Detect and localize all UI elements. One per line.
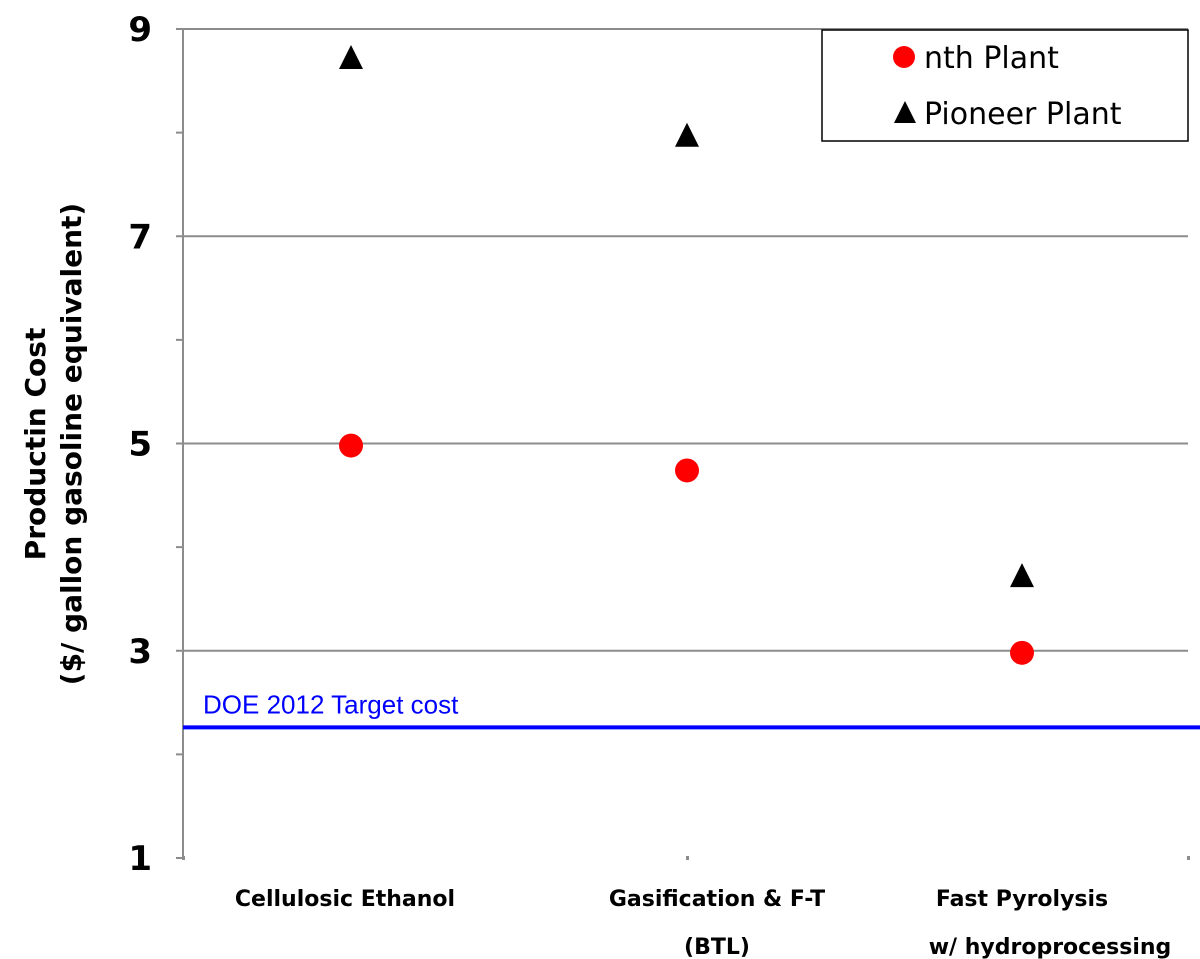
- data-markers: [339, 45, 1034, 665]
- x-category-label: Fast Pyrolysis: [936, 887, 1108, 912]
- reference-line-label: DOE 2012 Target cost: [203, 689, 459, 719]
- axes: [176, 28, 1190, 860]
- reference-line-group: DOE 2012 Target cost: [183, 689, 1200, 730]
- pioneer-plant-point: [1010, 563, 1034, 588]
- x-tick-mark: [1187, 856, 1190, 860]
- nth-plant-point: [1010, 640, 1034, 665]
- y-tick-label: 7: [128, 217, 152, 257]
- nth-plant-point: [339, 433, 363, 458]
- x-tick-mark: [182, 856, 185, 860]
- y-tick-label: 5: [128, 425, 152, 465]
- x-tick-mark: [686, 856, 689, 860]
- y-axis-title-line: Productin Cost: [19, 328, 52, 561]
- y-axis-title-group: Productin Cost ($/ gallon gasoline equiva…: [19, 203, 88, 685]
- legend-label: Pioneer Plant: [924, 97, 1122, 132]
- x-category-label: Cellulosic Ethanol: [235, 887, 455, 912]
- legend-marker-triangle: [894, 101, 916, 123]
- y-tick-label: 9: [128, 10, 152, 50]
- y-tick-label: 1: [128, 839, 152, 879]
- legend-label: nth Plant: [924, 41, 1059, 76]
- legend-box: [821, 29, 1189, 142]
- y-axis-title: Productin Cost ($/ gallon gasoline equiva…: [19, 203, 88, 685]
- y-axis-title-line: ($/ gallon gasoline equivalent): [55, 203, 88, 685]
- y-tick-labels: 1 3 5 7 9: [128, 10, 152, 879]
- x-category-labels: Cellulosic Ethanol Gasification & F-T (BTL…: [235, 887, 1171, 959]
- nth-plant-point: [675, 458, 699, 483]
- legend: nth Plant Pioneer Plant: [821, 29, 1189, 142]
- x-category-label: (BTL): [684, 935, 750, 959]
- legend-marker-circle: [893, 46, 915, 68]
- x-category-label: Gasification & F-T: [609, 887, 825, 912]
- x-category-label: w/ hydroprocessing: [929, 935, 1172, 959]
- pioneer-plant-point: [339, 45, 363, 70]
- pioneer-plant-point: [675, 122, 699, 147]
- y-tick-label: 3: [128, 632, 152, 672]
